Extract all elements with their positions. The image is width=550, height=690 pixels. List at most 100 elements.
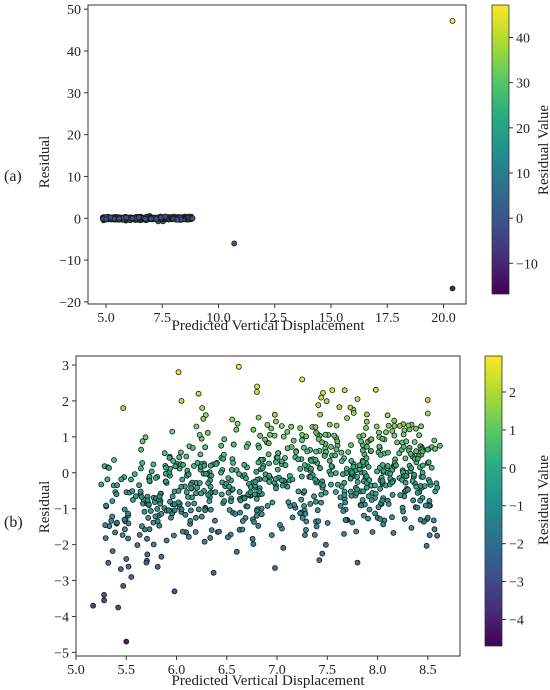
scatter-point [332,489,339,495]
scatter-point [98,481,105,488]
scatter-point [322,431,329,438]
scatter-point [319,439,326,446]
scatter-point [358,502,365,509]
scatter-point [101,592,107,598]
scatter-point [207,462,214,469]
scatter-point [255,459,262,466]
x-tick-label: 12.5 [263,311,288,326]
y-tick-label: −4 [54,610,69,625]
scatter-point [123,638,130,645]
scatter-point [403,473,410,480]
x-tick-label: 17.5 [375,311,400,326]
scatter-point [207,506,214,513]
x-tick-label: 7.0 [268,663,286,678]
scatter-point [198,513,205,520]
panel-b-points [90,363,443,645]
scatter-point [196,480,203,486]
scatter-point [255,523,262,529]
scatter-point [193,490,199,497]
scatter-point [198,490,205,497]
scatter-point [375,429,382,436]
scatter-point [275,450,281,456]
panel-a-colorbar [491,4,510,295]
scatter-point [424,514,431,521]
scatter-point [134,542,141,548]
scatter-point [226,483,233,490]
scatter-point [193,423,200,430]
scatter-point [121,516,128,523]
scatter-point [239,518,246,524]
scatter-point [363,411,370,418]
scatter-point [312,456,319,463]
scatter-point [175,369,182,376]
scatter-point [175,499,182,506]
scatter-point [350,410,357,416]
scatter-point [414,504,421,511]
scatter-point [385,422,392,429]
scatter-point [289,476,296,483]
scatter-point [129,488,136,495]
scatter-point [317,411,324,418]
scatter-point [400,508,407,515]
y-tick-label: −2 [54,539,69,554]
panel-a: (a) Residual Predicted Vertical Displace… [4,3,550,334]
scatter-point [338,449,345,456]
scatter-point [334,438,341,445]
scatter-point [153,216,160,222]
x-tick-label: 6.0 [168,663,186,678]
scatter-point [428,464,435,471]
scatter-point [250,541,257,547]
panel-b: (b) Residual Predicted Vertical Displace… [4,355,550,689]
scatter-point [196,431,203,438]
scatter-point [266,460,273,467]
scatter-point [373,423,380,430]
scatter-point [303,518,310,525]
scatter-point [102,522,109,529]
scatter-point [154,518,161,525]
scatter-point [284,445,291,452]
scatter-point [139,438,146,445]
scatter-point [298,496,305,503]
scatter-point [323,398,330,405]
scatter-point [408,525,415,531]
scatter-point [108,517,115,524]
scatter-point [345,449,352,456]
colorbar-tick-label: 20 [516,122,530,137]
scatter-point [331,432,338,439]
scatter-point [311,493,317,500]
scatter-point [148,215,155,222]
x-tick-label: 7.5 [154,311,172,326]
scatter-point [216,528,222,535]
scatter-point [322,541,329,548]
scatter-point [396,422,403,429]
y-tick-label: 10 [67,170,81,185]
scatter-point [285,499,292,506]
panel-b-x-axis: 5.0 5.5 6.0 6.5 7.0 7.5 8.0 8.5 [67,656,437,678]
scatter-point [195,390,202,397]
scatter-point [171,588,178,595]
scatter-point [122,526,128,533]
scatter-point [363,455,370,462]
scatter-point [252,479,259,485]
scatter-point [162,213,169,220]
scatter-point [277,522,283,528]
scatter-point [251,519,257,525]
scatter-point [201,538,208,545]
scatter-point [360,488,367,495]
scatter-point [402,479,409,486]
scatter-point [298,473,305,480]
scatter-point [166,454,173,461]
scatter-point [162,470,169,477]
scatter-point [243,443,250,450]
scatter-point [138,523,145,530]
scatter-point [233,467,240,474]
scatter-point [354,559,361,566]
scatter-point [274,466,281,473]
scatter-point [348,469,355,476]
panel-a-x-axis: 5.0 7.5 10.0 12.5 15.0 17.5 20.0 [97,304,456,326]
scatter-point [377,485,384,492]
scatter-point [170,458,177,464]
scatter-point [405,486,411,493]
scatter-point [321,453,328,459]
scatter-point [308,465,314,472]
